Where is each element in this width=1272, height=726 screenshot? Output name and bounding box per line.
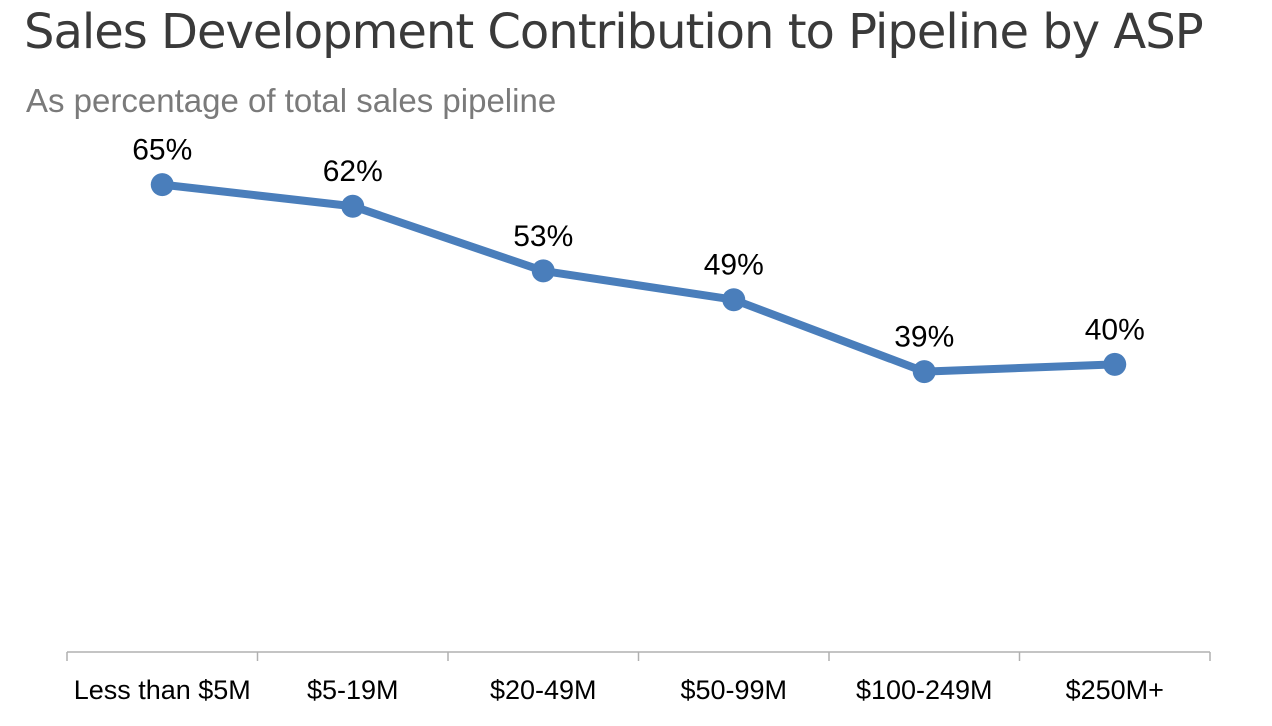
data-point [531, 259, 555, 283]
x-tick-label: $100-249M [856, 675, 993, 705]
x-tick-label: $250M+ [1066, 675, 1164, 705]
data-label: 65% [132, 134, 192, 167]
data-label: 53% [513, 220, 573, 253]
chart-title: Sales Development Contribution to Pipeli… [24, 4, 1204, 60]
x-tick-label: Less than $5M [74, 675, 251, 705]
data-point [341, 194, 365, 218]
series-line [158, 180, 1119, 376]
chart-subtitle: As percentage of total sales pipeline [26, 82, 557, 119]
x-tick-label: $5-19M [307, 675, 399, 705]
data-point [1103, 352, 1127, 376]
data-point [912, 360, 936, 384]
data-label: 39% [894, 321, 954, 354]
data-label: 62% [323, 155, 383, 188]
data-point [722, 288, 746, 312]
x-tick-label: $50-99M [680, 675, 787, 705]
data-point [150, 173, 174, 197]
data-label: 49% [704, 249, 764, 282]
x-tick-label: $20-49M [490, 675, 597, 705]
data-label: 40% [1085, 313, 1145, 346]
